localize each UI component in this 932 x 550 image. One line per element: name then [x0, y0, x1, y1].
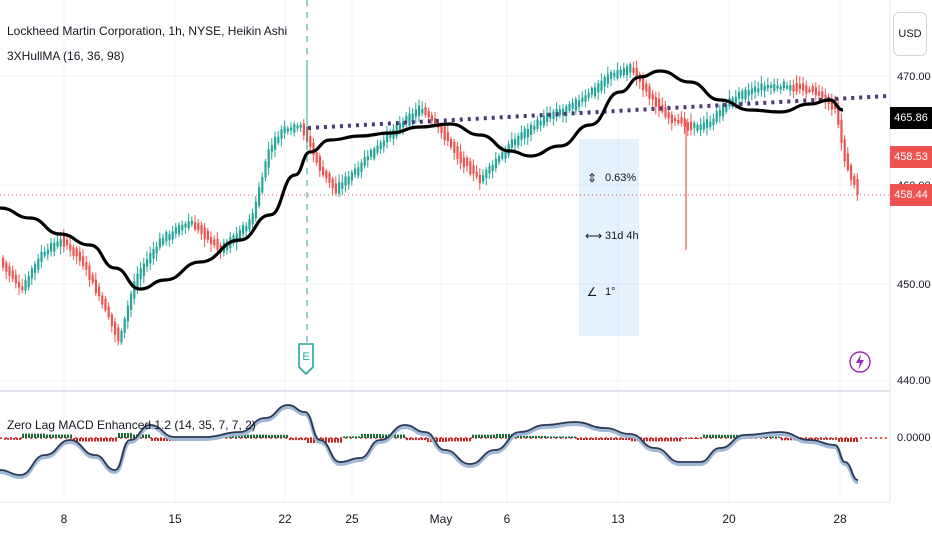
lightning-icon[interactable]: [848, 343, 872, 383]
price-axis-label: 450.00: [897, 279, 931, 291]
measure-duration-row: ⟷ 31d 4h: [585, 229, 639, 243]
earnings-letter: E: [302, 351, 309, 363]
price-axis-label: 440.00: [897, 375, 931, 387]
angle-icon: ∠: [586, 285, 598, 299]
measure-percent: 0.63%: [605, 172, 637, 184]
time-axis-label: 20: [722, 512, 736, 526]
time-axis-label: 15: [168, 512, 182, 526]
chart-title[interactable]: Lockheed Martin Corporation, 1h, NYSE, H…: [7, 24, 288, 38]
horizontal-range-icon: ⟷: [585, 229, 603, 243]
macd-legend[interactable]: Zero Lag MACD Enhanced 1.2 (14, 35, 7, 7…: [7, 418, 256, 432]
vertical-range-icon: ⇕: [586, 171, 598, 185]
measure-angle: 1°: [605, 286, 616, 298]
time-axis-label: 8: [60, 512, 68, 526]
measure-angle-row: ∠ 1°: [585, 285, 616, 299]
price-axis-label: 470.00: [897, 71, 931, 83]
last-price-tag-top: 458.53: [890, 146, 932, 168]
hull-price-tag: 465.86: [890, 107, 932, 129]
hull-ma-line: [0, 69, 844, 291]
time-axis-label: 6: [503, 512, 511, 526]
heikin-ashi-candles: [2, 60, 859, 346]
measure-duration: 31d 4h: [605, 230, 639, 242]
currency-button[interactable]: USD: [893, 12, 927, 56]
dotted-projection-line[interactable]: [307, 94, 889, 130]
hull-ma-legend[interactable]: 3XHullMA (16, 36, 98): [7, 49, 125, 63]
measure-tool-box[interactable]: ⇕ 0.63% ⟷ 31d 4h ∠ 1°: [579, 139, 639, 336]
time-axis-label: 28: [833, 512, 847, 526]
macd-signal-line: [0, 404, 859, 484]
macd-axis-label: 0.0000: [897, 432, 931, 444]
measure-percent-row: ⇕ 0.63%: [585, 171, 636, 185]
earnings-flag-icon[interactable]: E: [298, 343, 314, 375]
macd-line: [0, 404, 859, 481]
time-axis-label: 22: [278, 512, 292, 526]
time-axis-label: May: [429, 512, 453, 526]
time-axis-label: 25: [345, 512, 359, 526]
time-axis-label: 13: [611, 512, 625, 526]
last-price-tag: 458.44: [890, 184, 932, 206]
